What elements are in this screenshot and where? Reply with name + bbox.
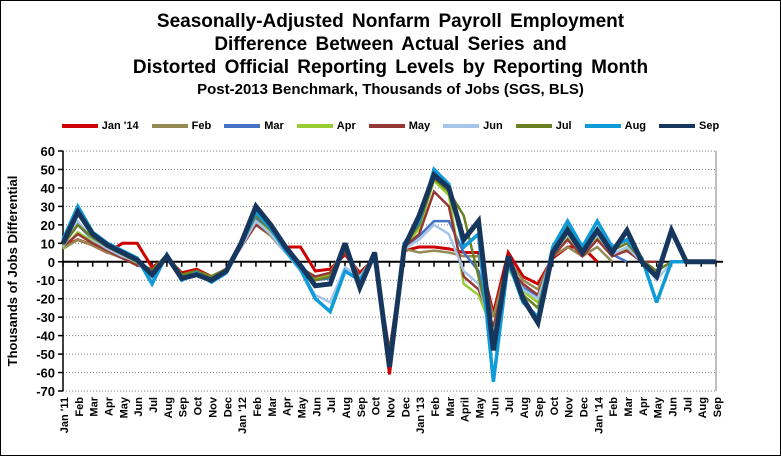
x-tick-label: Jul [682, 397, 694, 413]
legend-swatch-jul [515, 124, 552, 128]
legend-label: Jan '14 [101, 120, 139, 132]
x-tick-label: Jan '12 [237, 397, 249, 434]
legend-label: May [408, 120, 431, 132]
legend-swatch-sep [659, 124, 696, 128]
x-tick-label: Feb [430, 397, 442, 417]
x-tick-label: Apr [638, 396, 650, 416]
legend-label: Sep [699, 120, 720, 132]
legend-swatch-feb [151, 124, 188, 128]
legend-label: Feb [191, 120, 212, 132]
series-line-aug [61, 166, 702, 382]
legend-label: Aug [624, 120, 647, 132]
legend-item-jun: Jun [443, 120, 503, 132]
chart-subtitle: Post-2013 Benchmark, Thousands of Jobs (… [197, 81, 584, 98]
legend-label: Jul [555, 120, 572, 132]
x-tick-label: Jul [326, 397, 338, 413]
legend-swatch-aug [584, 124, 621, 128]
x-tick-label: Jun [489, 397, 501, 417]
x-tick-label: Sep [712, 397, 724, 417]
y-tick-label: -70 [36, 384, 55, 399]
chart-title-line3: Distorted Official Reporting Levels by R… [132, 57, 649, 78]
legend-item-mar: Mar [224, 120, 284, 132]
series-line-sep [60, 170, 716, 368]
x-tick-label: Oct [549, 397, 561, 416]
x-tick-label: Jan '13 [415, 397, 427, 434]
x-tick-label: Mar [623, 396, 635, 416]
legend-swatch-jan-14 [61, 124, 98, 128]
legend-item-feb: Feb [151, 120, 212, 132]
x-tick-label: Dec [400, 397, 412, 417]
x-tick-label: Mar [445, 396, 457, 416]
legend-item-jan-14: Jan '14 [61, 120, 139, 132]
y-tick-label: -50 [36, 347, 55, 362]
x-tick-label: Apr [282, 396, 294, 416]
y-tick-label: 0 [48, 255, 55, 270]
y-tick-label: -40 [36, 329, 55, 344]
x-tick-label: Sep [534, 397, 546, 417]
x-tick-label: Sep [178, 397, 190, 417]
x-tick-label: May [118, 396, 130, 418]
x-tick-label: Feb [608, 397, 620, 417]
legend-label: Mar [264, 120, 284, 132]
x-tick-label: Dec [222, 397, 234, 417]
x-tick-label: Nov [564, 396, 576, 418]
chart-header: Seasonally-Adjusted Nonfarm Payroll Empl… [1, 1, 780, 101]
x-tick-label: Jul [148, 397, 160, 413]
x-tick-label: Aug [341, 397, 353, 418]
y-tick-label: -60 [36, 366, 55, 381]
x-tick-label: Feb [252, 397, 264, 417]
legend-item-aug: Aug [584, 120, 647, 132]
chart-title-line2: Difference Between Actual Series and [214, 34, 567, 55]
legend-swatch-may [368, 124, 405, 128]
x-tick-label: Jan '14 [593, 396, 605, 434]
x-tick-label: Jul [504, 397, 516, 413]
x-tick-label: Oct [371, 397, 383, 416]
legend-swatch-jun [443, 124, 480, 128]
x-tick-label: May [653, 396, 665, 418]
legend-item-sep: Sep [659, 120, 719, 132]
y-tick-label: 20 [41, 218, 55, 233]
x-tick-label: Nov [386, 396, 398, 418]
x-tick-label: Jun [133, 397, 145, 417]
x-tick-label: Mar [267, 396, 279, 416]
x-tick-label: Oct [193, 397, 205, 416]
legend-swatch-apr [296, 124, 333, 128]
x-tick-label: Apr [104, 396, 116, 416]
legend-label: Jun [483, 120, 503, 132]
y-tick-label: 10 [41, 236, 55, 251]
series-line-jan-14 [62, 216, 599, 375]
x-tick-label: Aug [519, 397, 531, 418]
legend-item-may: May [368, 120, 431, 132]
x-tick-label: Aug [163, 397, 175, 418]
x-tick-label: Aug [697, 397, 709, 418]
y-tick-label: 30 [41, 199, 55, 214]
y-axis-title: Thousands of Jobs Differential [5, 176, 20, 367]
x-tick-label: May [296, 396, 308, 418]
x-tick-label: April [460, 397, 472, 422]
x-tick-label: Feb [74, 397, 86, 417]
x-tick-label: Dec [578, 397, 590, 417]
x-tick-label: May [475, 396, 487, 418]
legend-label: Apr [336, 120, 356, 132]
x-tick-label: Jun [667, 397, 679, 417]
chart-title-line1: Seasonally-Adjusted Nonfarm Payroll Empl… [156, 11, 625, 32]
x-tick-label: Jun [311, 397, 323, 417]
y-tick-label: -20 [36, 292, 55, 307]
y-tick-label: 40 [41, 181, 55, 196]
legend-item-jul: Jul [515, 120, 572, 132]
x-tick-label: Jan '11 [59, 397, 71, 433]
y-tick-label: -30 [36, 310, 55, 325]
x-tick-label: Mar [89, 396, 101, 416]
x-tick-label: Sep [356, 397, 368, 417]
chart-legend: Jan '14 Feb Mar Apr May Jun Jul Aug Sep [1, 120, 780, 132]
y-tick-label: 50 [41, 162, 55, 177]
legend-item-apr: Apr [296, 120, 356, 132]
legend-swatch-mar [224, 124, 261, 128]
y-tick-label: -10 [36, 273, 55, 288]
y-tick-label: 60 [41, 144, 55, 159]
x-tick-label: Nov [207, 396, 219, 418]
